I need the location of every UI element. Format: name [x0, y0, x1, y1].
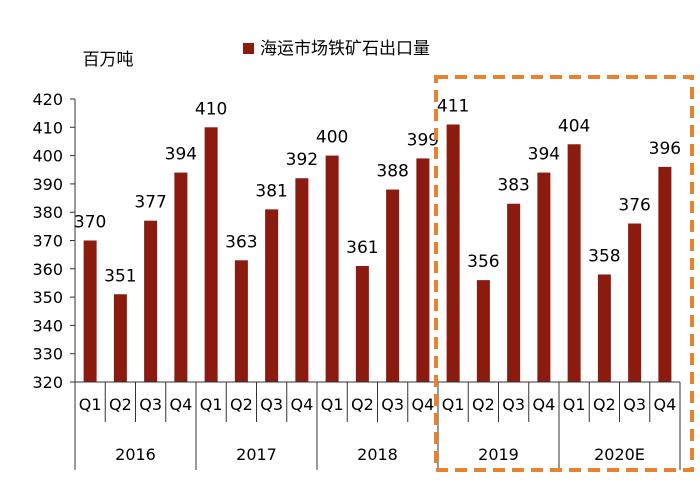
bar — [265, 209, 279, 382]
year-label: 2016 — [115, 445, 156, 464]
data-label: 394 — [528, 145, 560, 165]
bar — [295, 178, 309, 382]
data-label: 363 — [225, 232, 257, 252]
x-tick-label: Q4 — [290, 395, 313, 414]
bar — [204, 127, 218, 382]
year-label: 2020E — [594, 445, 645, 464]
bar — [83, 240, 97, 382]
year-label: 2017 — [236, 445, 277, 464]
year-label: 2019 — [478, 445, 519, 464]
legend-label: 海运市场铁矿石出口量 — [260, 39, 430, 59]
data-label: 356 — [467, 252, 499, 272]
data-label: 358 — [588, 246, 620, 266]
y-tick-label: 380 — [32, 203, 63, 222]
data-label: 376 — [618, 196, 650, 216]
y-axis: 320 330 340 350 360 370 380 390 400 410 420 — [32, 90, 76, 392]
bar — [446, 124, 460, 382]
y-tick-label: 410 — [32, 118, 63, 137]
year-label: 2018 — [357, 445, 398, 464]
y-tick-label: 320 — [32, 373, 63, 392]
data-label: 394 — [165, 145, 197, 165]
data-label: 388 — [376, 162, 408, 182]
x-tick-label: Q1 — [321, 395, 344, 414]
x-tick-label: Q1 — [563, 395, 586, 414]
data-label: 396 — [649, 139, 681, 159]
data-label: 377 — [134, 193, 166, 213]
y-tick-label: 370 — [32, 232, 63, 251]
bar — [537, 172, 551, 382]
bar — [658, 166, 672, 382]
x-tick-label: Q3 — [502, 395, 525, 414]
bar — [144, 220, 158, 382]
y-tick-label: 400 — [32, 147, 63, 166]
bar — [234, 260, 248, 382]
y-tick-label: 340 — [32, 316, 63, 335]
bar — [325, 155, 339, 382]
x-tick-label: Q1 — [200, 395, 223, 414]
x-tick-label: Q3 — [139, 395, 162, 414]
data-label: 351 — [104, 266, 136, 286]
bar — [416, 158, 430, 382]
unit-label: 百万吨 — [83, 50, 134, 70]
bar — [174, 172, 188, 382]
x-tick-label: Q3 — [381, 395, 404, 414]
data-label: 399 — [407, 130, 439, 150]
y-tick-label: 350 — [32, 288, 63, 307]
x-tick-label: Q2 — [109, 395, 132, 414]
bar — [507, 203, 521, 382]
data-label: 370 — [74, 213, 106, 233]
x-tick-label: Q4 — [169, 395, 192, 414]
bar — [113, 294, 127, 382]
x-tick-label: Q1 — [442, 395, 465, 414]
x-tick-label: Q4 — [532, 395, 555, 414]
data-label: 383 — [497, 176, 529, 196]
data-label: 404 — [558, 116, 590, 136]
bar — [355, 265, 369, 382]
x-tick-label: Q4 — [411, 395, 434, 414]
bar — [386, 189, 400, 382]
y-tick-label: 420 — [32, 90, 63, 109]
x-tick-label: Q2 — [351, 395, 374, 414]
data-label: 361 — [346, 238, 378, 258]
x-tick-label: Q2 — [472, 395, 495, 414]
data-label: 400 — [316, 128, 348, 148]
data-label: 411 — [437, 96, 469, 116]
y-tick-label: 330 — [32, 345, 63, 364]
bar — [567, 144, 581, 382]
bar — [597, 274, 611, 382]
x-tick-label: Q3 — [260, 395, 283, 414]
x-tick-label: Q2 — [593, 395, 616, 414]
y-tick-label: 360 — [32, 260, 63, 279]
data-label: 392 — [286, 150, 318, 170]
y-tick-label: 390 — [32, 175, 63, 194]
data-label: 381 — [255, 181, 287, 201]
legend-swatch — [243, 43, 254, 54]
bar — [476, 280, 490, 382]
x-axis: Q1 Q2 Q3 Q4 Q1 Q2 Q3 Q4 Q1 Q2 Q3 Q4 Q1 Q2 Q3 Q4 Q1 Q2 Q3 Q4… — [74, 381, 681, 470]
bar — [628, 223, 642, 382]
x-tick-label: Q2 — [230, 395, 253, 414]
data-label: 410 — [195, 99, 227, 119]
x-tick-label: Q4 — [653, 395, 676, 414]
x-tick-label: Q1 — [79, 395, 102, 414]
x-tick-label: Q3 — [623, 395, 646, 414]
